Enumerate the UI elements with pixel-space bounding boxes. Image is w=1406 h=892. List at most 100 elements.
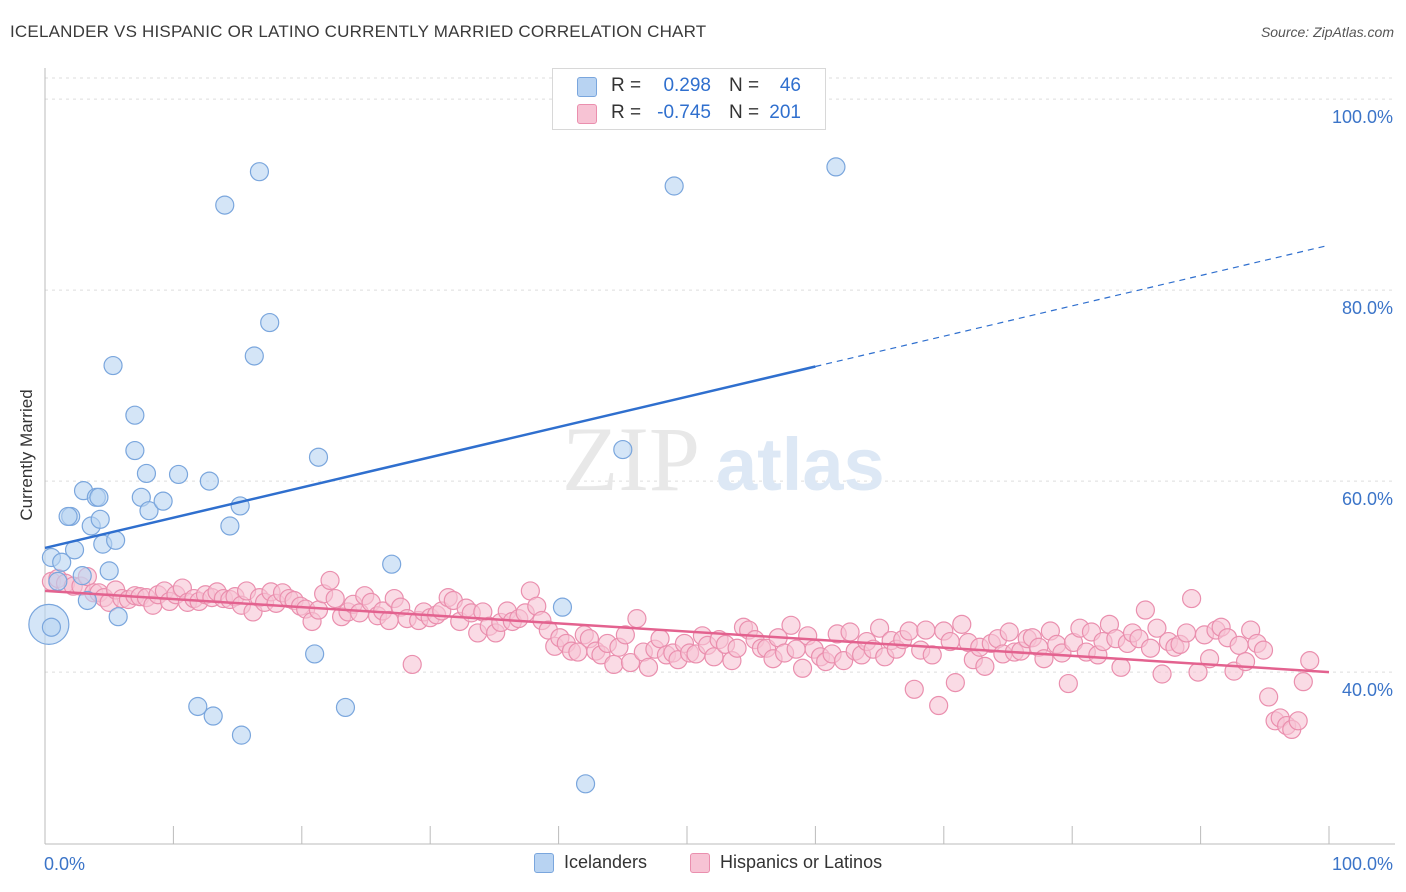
icelander-point [552,597,573,617]
hispanic-point [869,618,890,638]
x-tick-label: 100.0% [1332,854,1393,874]
hispanic-point [1288,711,1308,731]
stat-legend: R = 0.298 N = 46 R = -0.745 N = 201 [552,68,826,130]
icelander-points [28,157,846,794]
hispanics-swatch [577,104,597,124]
hispanic-point [620,652,641,673]
hispanic-point [1259,687,1279,707]
hispanic-point [1176,623,1197,643]
n-value: 46 [779,75,801,96]
icelander-point [575,774,596,794]
hispanic-point [615,625,635,645]
icelander-point [305,644,325,664]
x-tick-label: 0.0% [44,854,85,874]
icelander-point [99,561,119,581]
legend-label-hispanics: Hispanics or Latinos [720,852,883,872]
hispanic-point [1300,651,1320,671]
hispanic-point [627,609,647,629]
icelander-point [125,405,145,425]
hispanic-point [792,658,813,678]
y-tick-label: 60.0% [1342,489,1393,509]
icelanders-legend-swatch [534,852,554,873]
hispanic-point [1182,588,1202,609]
source-label: Source: ZipAtlas.com [1260,24,1394,40]
icelander-point [90,509,110,529]
icelander-point [188,696,208,717]
hispanics-legend-swatch [690,852,710,873]
hispanic-point [1135,600,1155,620]
icelander-point [136,463,157,484]
icelander-point [220,516,240,536]
hispanics-trend-line [44,589,1330,674]
icelander-point [168,464,189,485]
r-label: R = [611,102,642,123]
hispanic-point [704,647,724,667]
y-axis-label: Currently Married [17,389,36,520]
watermark-zip: ZIP [562,408,700,510]
icelander-point [244,346,264,366]
hispanic-point [1058,673,1078,694]
icelander-point [249,162,270,182]
hispanic-point [1253,640,1274,660]
hispanic-point [320,570,340,591]
icelander-point [826,157,846,177]
icelander-point [613,439,633,460]
n-label: N = [729,102,760,123]
hispanic-point [638,657,659,677]
icelander-point [260,312,280,333]
hispanic-point [929,695,949,716]
hispanic-point [1293,672,1313,692]
bottom-legend: Icelanders Hispanics or Latinos [0,852,1406,876]
icelander-point [48,571,68,591]
legend-label-icelanders: Icelanders [564,852,648,872]
axes [44,68,1395,845]
hispanic-point [402,654,422,675]
hispanic-point [975,656,995,676]
icelander-point [58,506,78,527]
hispanic-point [1111,657,1131,677]
chart-title: ICELANDER VS HISPANIC OR LATINO CURRENTL… [10,22,707,41]
icelander-point [139,501,159,521]
hispanic-point [899,621,919,641]
hispanic-point [916,620,936,640]
legend-item-hispanics[interactable]: Hispanics or Latinos [690,852,882,873]
n-label: N = [729,75,760,96]
n-value: 201 [769,102,801,123]
hispanic-point [952,614,972,634]
icelanders-trend-extension [815,244,1330,368]
y-tick-label: 100.0% [1332,107,1393,127]
legend-item-icelanders[interactable]: Icelanders [534,852,647,873]
hispanic-point [840,622,860,642]
r-value: 0.298 [663,75,711,96]
stat-legend-row-hispanics: R = -0.745 N = 201 [553,100,825,128]
icelander-point [89,487,109,507]
icelander-point [335,697,356,718]
icelander-point [41,617,62,637]
icelander-point [103,355,123,376]
tick-labels: 40.0% 60.0% 80.0% 100.0% 0.0% 100.0% [44,107,1393,874]
hispanic-point [604,654,624,675]
hispanic-points [41,566,1320,740]
r-label: R = [611,75,642,96]
icelander-point [72,566,92,586]
watermark-atlas: atlas [716,423,885,506]
hispanic-point [904,679,924,699]
hispanic-point [308,600,329,620]
icelander-point [77,590,97,611]
icelanders-trend-line [44,365,816,550]
icelanders-swatch [577,77,597,97]
icelander-point [52,552,72,572]
stat-legend-row-icelanders: R = 0.298 N = 46 [553,73,825,101]
icelander-point [108,607,128,627]
hispanic-point [1140,638,1161,658]
y-tick-label: 80.0% [1342,298,1393,318]
hispanic-point [1147,618,1167,638]
hispanic-point [945,673,965,693]
icelander-point [231,725,252,745]
hispanic-point [1152,664,1172,684]
hispanic-point [650,629,670,649]
y-tick-label: 40.0% [1342,680,1393,700]
icelander-point [153,491,173,511]
icelander-point [664,176,684,196]
icelander-point [125,440,145,461]
